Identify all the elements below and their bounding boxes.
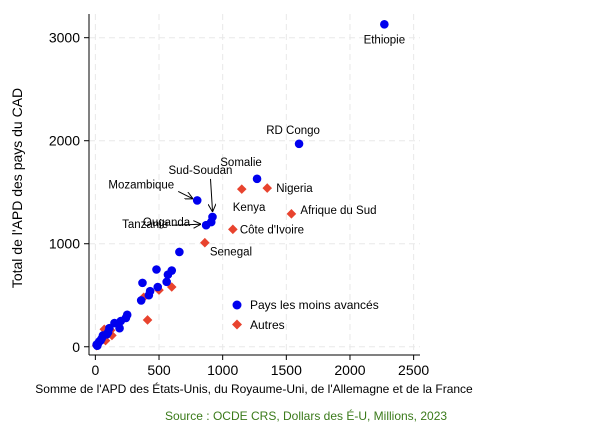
y-tick-label: 2000	[49, 133, 80, 149]
x-tick-label: 1000	[207, 362, 238, 378]
point-pmd	[92, 341, 102, 351]
y-tick-label: 3000	[49, 30, 80, 46]
annotation-label: Ouganda	[143, 217, 191, 229]
point-autres	[142, 315, 153, 325]
point-pmd	[163, 270, 173, 279]
point-pmd	[138, 278, 147, 288]
point-pmd	[136, 296, 146, 305]
point-pmd	[175, 247, 184, 257]
point-autres	[228, 224, 238, 235]
annotation-arrow	[210, 178, 212, 211]
annotation-label: Mozambique	[108, 179, 174, 191]
annotation-label: Senegal	[210, 247, 252, 259]
source-note: Source : OCDE CRS, Dollars des É-U, Mill…	[164, 409, 448, 423]
point-autres	[262, 183, 273, 193]
point-autres	[286, 209, 297, 219]
point-pmd	[162, 277, 171, 287]
point-pmd	[252, 174, 262, 184]
grid-lines	[89, 14, 420, 355]
point-pmd	[201, 220, 211, 230]
annotation-arrow	[172, 224, 200, 225]
annotation-label: Ethiopie	[364, 34, 406, 46]
annotation-label: Kenya	[233, 202, 266, 214]
annotation-arrow	[177, 191, 192, 198]
y-tick-label: 0	[72, 339, 80, 355]
y-tick-label: 1000	[49, 236, 80, 252]
point-pmd	[115, 323, 124, 333]
x-tick-label: 0	[91, 362, 99, 378]
data-points	[91, 20, 389, 351]
annotation-label: RD Congo	[266, 125, 320, 137]
annotation-label: Côte d'Ivoire	[240, 224, 304, 236]
point-pmd	[294, 139, 304, 149]
point-pmd	[153, 282, 163, 292]
point-autres	[107, 330, 117, 341]
x-tick-label: 1500	[271, 362, 302, 378]
legend-marker-autres	[232, 319, 242, 330]
point-annotations: Ethiopie RD Congo Somalie Nigeria Kenya Afriq…	[108, 34, 405, 258]
annotation-label: Nigeria	[276, 183, 313, 195]
legend-label-autres: Autres	[250, 318, 285, 332]
annotation-label: Tanzanie	[122, 219, 168, 231]
legend: Pays les moins avancés Autres	[232, 298, 379, 332]
annotation-label: Afrique du Sud	[300, 205, 376, 217]
axes: 0 500 1000 1500 2000 2500 0 1000 2000 3000	[49, 14, 429, 378]
point-pmd	[380, 20, 389, 29]
legend-label-pmd: Pays les moins avancés	[250, 298, 379, 312]
legend-marker-pmd	[232, 300, 242, 310]
annotation-label: Sud-Soudan	[169, 165, 233, 177]
point-pmd	[192, 196, 202, 205]
point-autres	[200, 237, 210, 248]
point-pmd	[152, 265, 161, 274]
point-pmd	[144, 290, 154, 300]
x-axis-title: Somme de l'APD des États-Unis, du Royaum…	[35, 381, 473, 396]
annotation-label: Somalie	[220, 157, 262, 169]
x-tick-label: 500	[147, 362, 171, 378]
y-axis-title: Total de l'APD des pays du CAD	[9, 88, 25, 288]
x-tick-label: 2500	[398, 362, 429, 378]
x-tick-label: 2000	[334, 362, 365, 378]
point-autres	[236, 184, 247, 194]
